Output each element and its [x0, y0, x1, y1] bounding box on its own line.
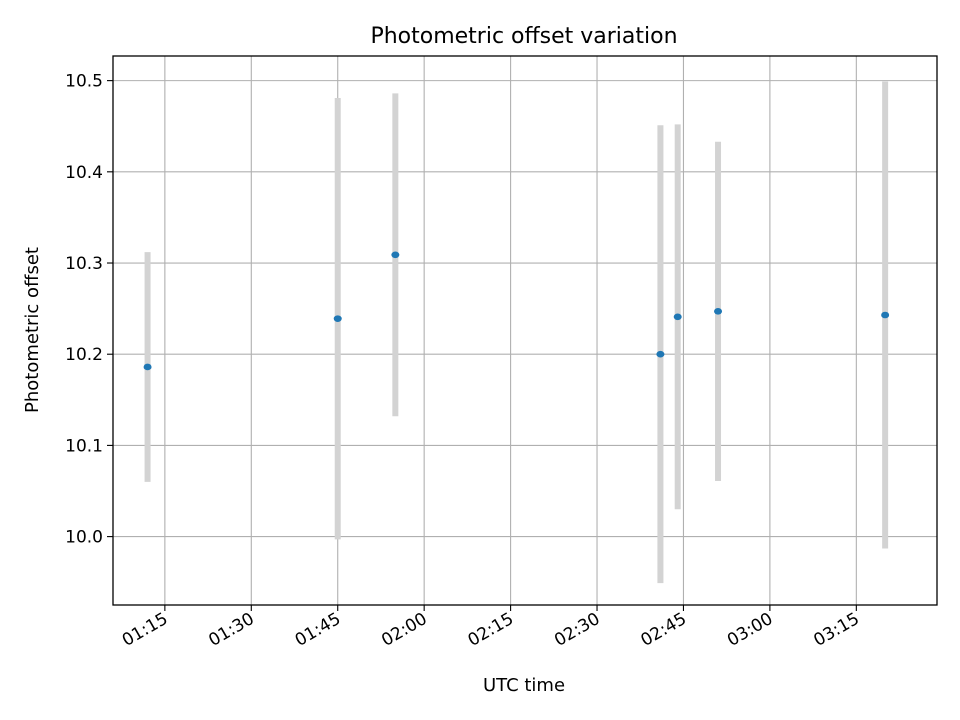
- data-point: [881, 311, 890, 319]
- plot-frame: [112, 55, 938, 606]
- y-tick-label: 10.3: [65, 254, 103, 274]
- data-point: [673, 313, 682, 321]
- x-axis-label: UTC time: [483, 675, 565, 696]
- y-axis-label: Photometric offset: [22, 247, 43, 413]
- data-point: [143, 363, 152, 371]
- y-tick-label: 10.0: [65, 528, 103, 548]
- y-tick-label: 10.4: [65, 163, 103, 183]
- chart-title: Photometric offset variation: [370, 24, 677, 49]
- y-axis-ticks: 10.0 10.1 10.2 10.3 10.4 10.5: [65, 72, 113, 548]
- y-tick-label: 10.5: [65, 72, 103, 92]
- grid-y: [113, 80, 937, 538]
- y-tick-label: 10.1: [65, 436, 103, 456]
- data-point: [333, 315, 342, 322]
- data-points: [143, 251, 890, 371]
- y-tick-label: 10.2: [65, 345, 103, 365]
- data-point: [714, 308, 723, 315]
- data-point: [656, 350, 665, 358]
- data-point: [391, 251, 400, 259]
